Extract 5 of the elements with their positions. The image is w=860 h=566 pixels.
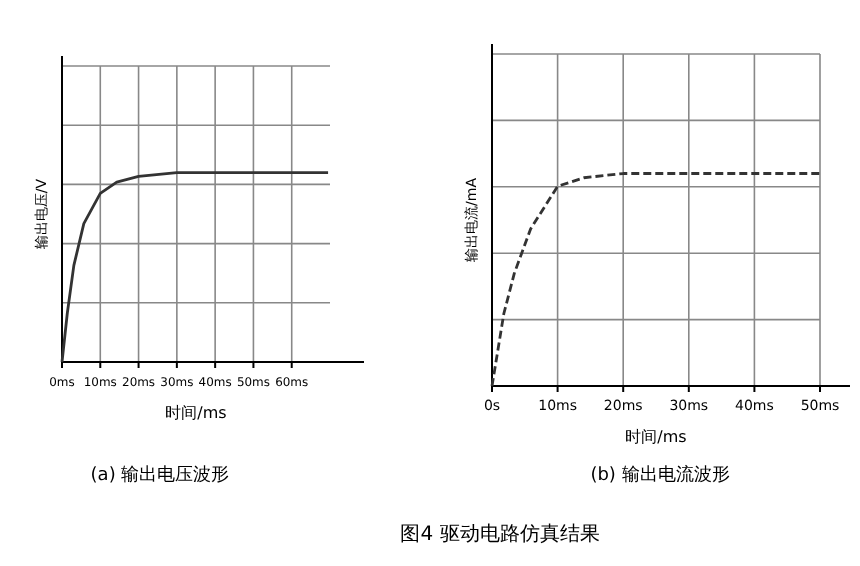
x-axis-title: 时间/ms <box>625 428 687 446</box>
caption: 图4 驱动电路仿真结果 <box>400 522 600 546</box>
x-axis-title: 时间/ms <box>165 404 227 422</box>
text: (a) 输出电压波形 <box>90 464 230 486</box>
text: (b) 输出电流波形 <box>590 464 730 486</box>
